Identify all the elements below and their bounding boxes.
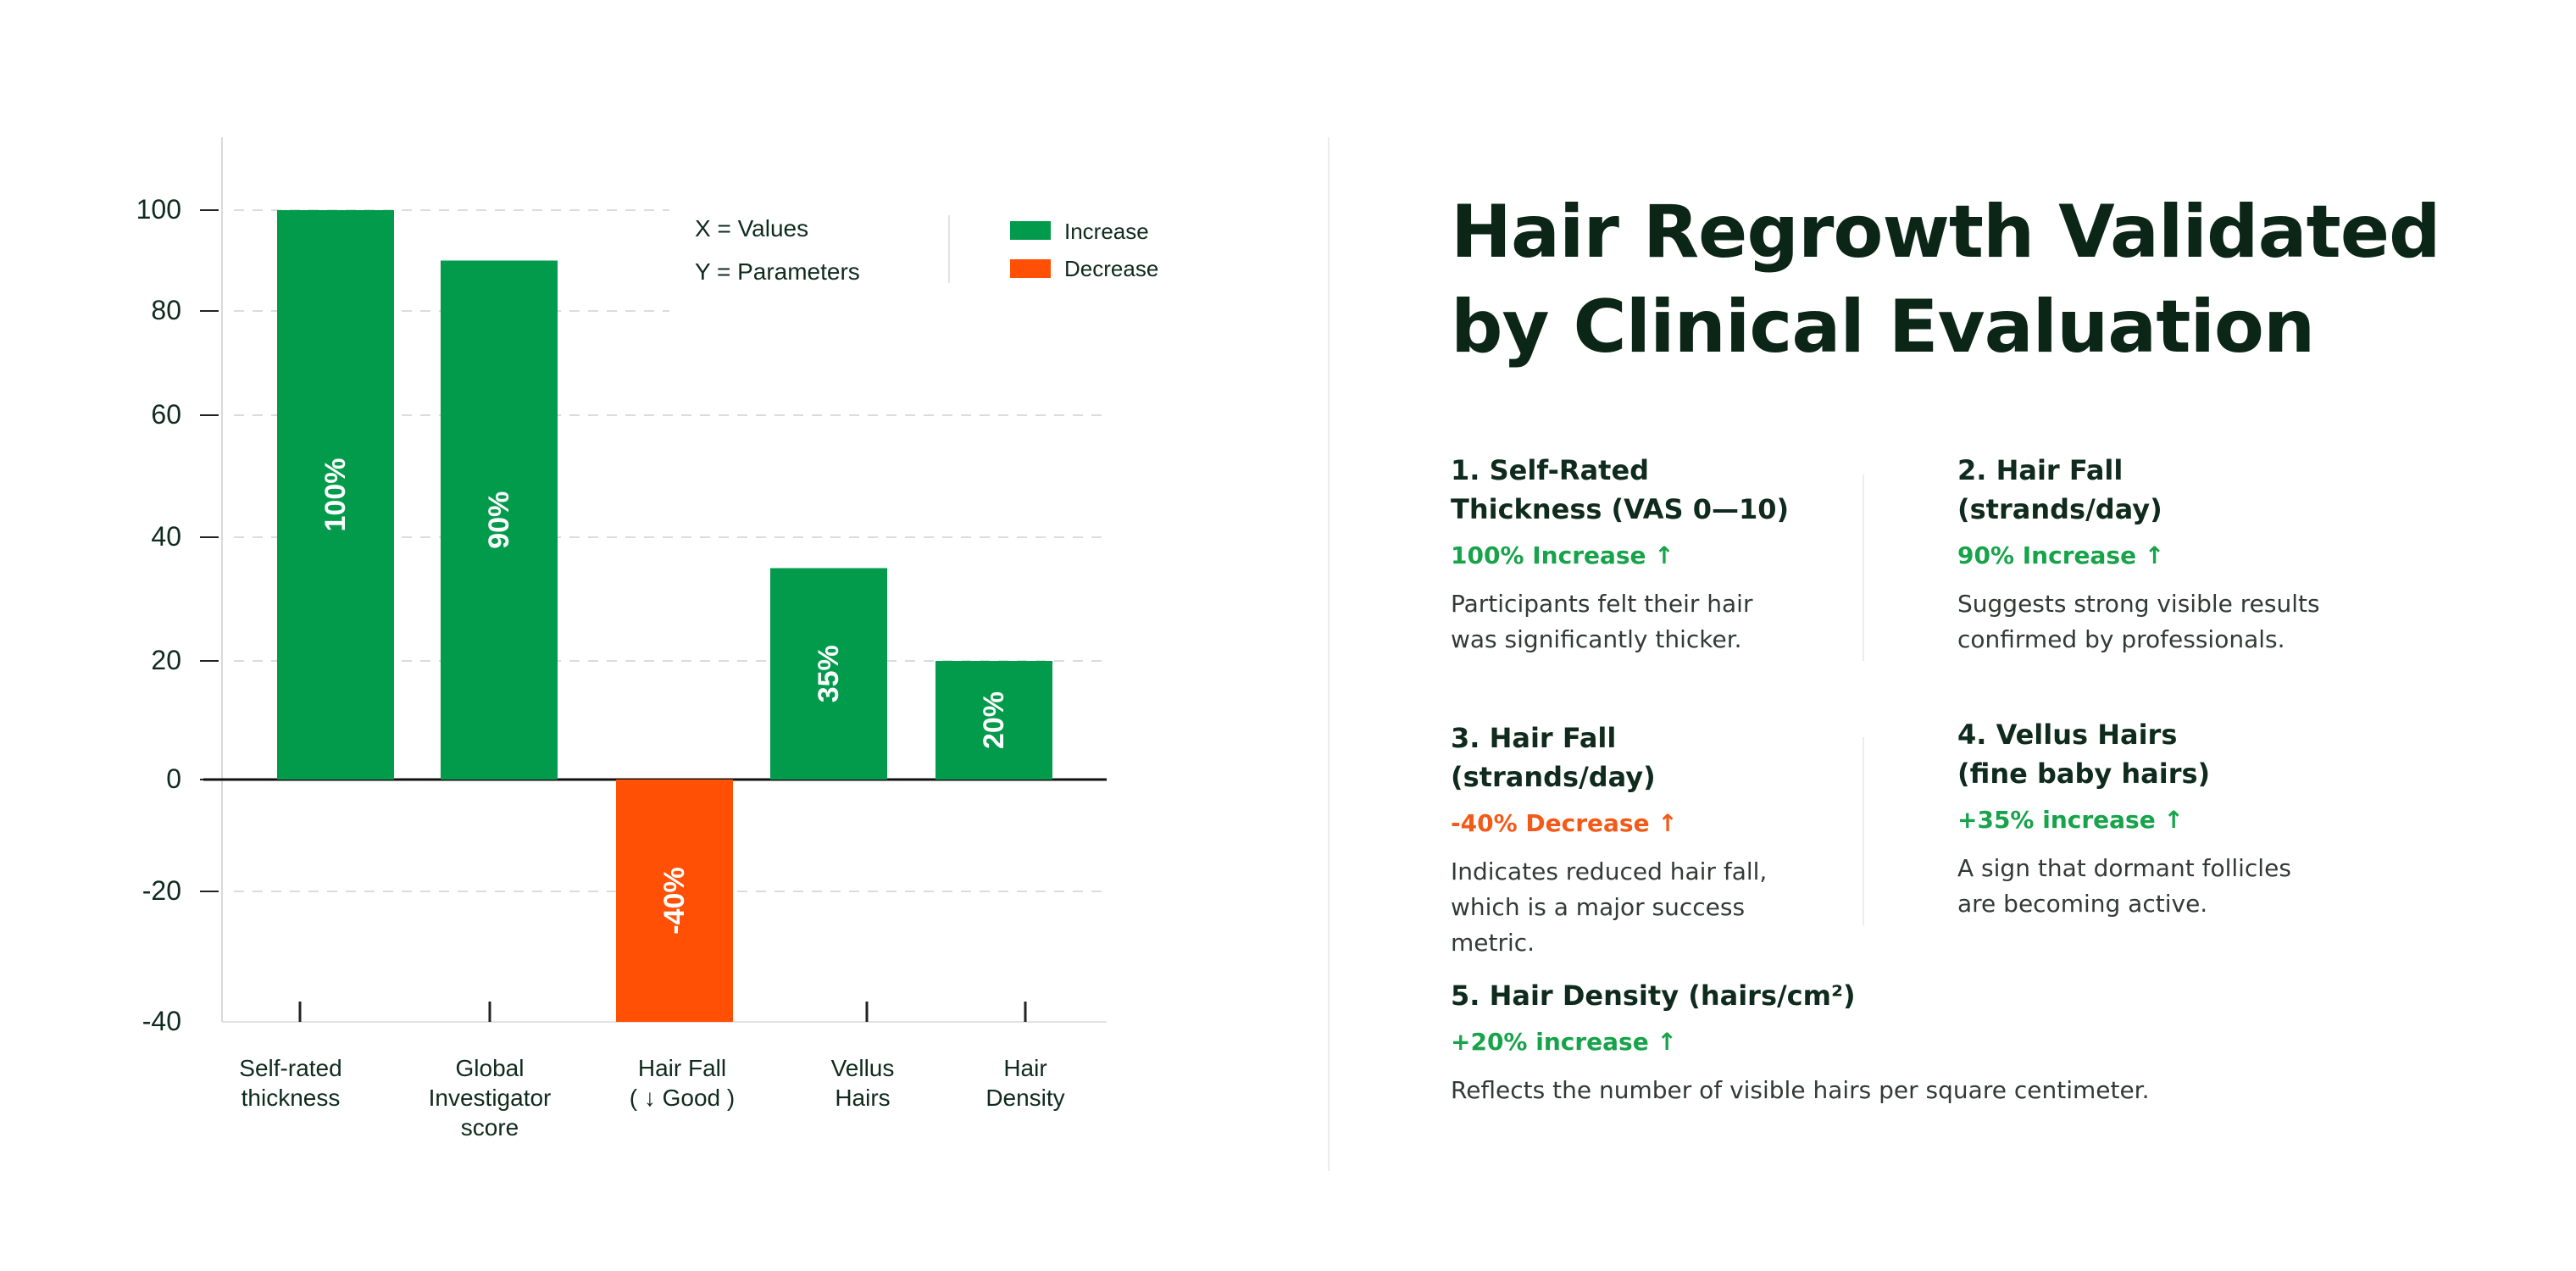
legend-label-increase: Increase <box>1064 219 1149 244</box>
bar-3 <box>616 780 733 1022</box>
metric-description-line: which is a major success metric. <box>1451 893 1746 957</box>
x-category-label-line: Hairs <box>835 1085 890 1111</box>
metric-item-3: 3. Hair Fall (strands/day) -40% Decrease… <box>1451 719 1925 961</box>
y-tick-label: 80 <box>151 295 181 325</box>
bar-value-label: -40% <box>658 867 691 934</box>
metric-description: Indicates reduced hair fall, which is a … <box>1451 854 1824 961</box>
x-category-label-line: Hair Fall <box>638 1055 726 1081</box>
x-category-label-line: Self-rated <box>239 1055 341 1081</box>
metric-description-line: are becoming active. <box>1957 890 2208 918</box>
metric-title: 2. Hair Fall (strands/day) <box>1957 451 2432 529</box>
page-title: Hair Regrowth Validated by Clinical Eval… <box>1451 185 2468 375</box>
metric-item-2: 2. Hair Fall (strands/day) 90% Increase … <box>1957 451 2432 658</box>
x-category-label-line: Vellus <box>831 1055 895 1081</box>
chart-legend: X = Values Y = Parameters Increase Decre… <box>695 215 1158 285</box>
metric-stat: -40% Decrease ↑ <box>1451 809 1678 837</box>
x-category-label: Global Investigator score <box>429 1055 552 1141</box>
metric-description-line: Participants felt their hair <box>1451 590 1753 618</box>
bar-value-label: 35% <box>813 645 845 702</box>
legend-label-decrease: Decrease <box>1064 256 1158 281</box>
metric-description-line: Suggests strong visible results <box>1957 590 2320 618</box>
metric-description-line: Indicates reduced hair fall, <box>1451 858 1768 885</box>
y-tick-label: 100 <box>136 194 181 225</box>
x-category-label-line: Hair <box>1003 1055 1046 1081</box>
metric-stat: +35% increase ↑ <box>1957 806 2184 834</box>
metric-title-line: 2. Hair Fall <box>1957 454 2124 486</box>
metric-description: Reflects the number of visible hairs per… <box>1451 1076 2150 1104</box>
column-divider <box>1863 475 1864 661</box>
column-divider <box>1863 737 1864 925</box>
x-category-label: Hair Density <box>985 1055 1064 1111</box>
metric-description: Participants felt their hair was signifi… <box>1451 586 1824 658</box>
metric-item-5: 5. Hair Density (hairs/cm²) +20% increas… <box>1451 976 2298 1108</box>
bar-value-label: 90% <box>483 491 515 549</box>
title-line-2: by Clinical Evaluation <box>1451 285 2315 369</box>
title-line-1: Hair Regrowth Validated <box>1451 190 2441 275</box>
metric-title: 3. Hair Fall (strands/day) <box>1451 719 1925 796</box>
metric-item-1: 1. Self-Rated Thickness (VAS 0—10) 100% … <box>1451 451 1925 658</box>
metric-title-line: 1. Self-Rated <box>1451 454 1650 486</box>
bars <box>277 210 1052 1022</box>
legend-swatch-increase <box>1010 221 1051 240</box>
x-category-label-line: Global <box>456 1055 525 1081</box>
metric-description: A sign that dormant follicles are becomi… <box>1957 851 2330 922</box>
x-category-label: Vellus Hairs <box>831 1055 895 1111</box>
y-tick-label: 0 <box>166 763 181 794</box>
metric-description-line: A sign that dormant follicles <box>1957 854 2291 882</box>
metric-title: 4. Vellus Hairs (fine baby hairs) <box>1957 715 2432 793</box>
metric-title: 1. Self-Rated Thickness (VAS 0—10) <box>1451 451 1925 529</box>
metric-description-line: confirmed by professionals. <box>1957 625 2285 653</box>
y-tick-label: -20 <box>142 875 181 906</box>
bar-4 <box>770 568 887 780</box>
metric-description: Suggests strong visible results confirme… <box>1957 586 2330 658</box>
metric-title-line: 4. Vellus Hairs <box>1957 719 2178 751</box>
metric-title-line: Thickness (VAS 0—10) <box>1451 493 1790 525</box>
x-category-label-line: score <box>461 1114 519 1141</box>
legend-swatch-decrease <box>1010 259 1051 278</box>
labels: 100 80 60 40 20 0 -20 -40 100% 90% -40% 35% 20% Self-… <box>136 194 1065 1141</box>
bar-value-label: 20% <box>978 691 1010 749</box>
metric-stat: 90% Increase ↑ <box>1957 541 2165 569</box>
metric-stat: +20% increase ↑ <box>1451 1028 1677 1056</box>
x-category-label: Hair Fall ( ↓ Good ) <box>630 1055 735 1111</box>
metric-stat: 100% Increase ↑ <box>1451 541 1674 569</box>
metric-item-4: 4. Vellus Hairs (fine baby hairs) +35% i… <box>1957 715 2432 922</box>
x-category-label-line: ( ↓ Good ) <box>630 1085 735 1111</box>
section-divider <box>1328 137 1330 1171</box>
bar-chart: 100 80 60 40 20 0 -20 -40 100% 90% -40% 35% 20% Self-… <box>136 137 1158 1141</box>
metric-description-line: was significantly thicker. <box>1451 625 1742 653</box>
x-category-label: Self-rated thickness <box>239 1055 341 1111</box>
metric-title-line: (strands/day) <box>1957 493 2162 525</box>
metric-title-line: 3. Hair Fall <box>1451 722 1617 754</box>
bar-2 <box>441 260 558 780</box>
y-tick-label: -40 <box>142 1006 181 1036</box>
x-category-label-line: thickness <box>242 1085 341 1111</box>
metric-title-line: (fine baby hairs) <box>1957 758 2211 790</box>
x-category-label-line: Investigator <box>429 1085 552 1111</box>
metric-title: 5. Hair Density (hairs/cm²) <box>1451 980 1856 1012</box>
axis-note-x: X = Values <box>695 215 808 241</box>
y-tick-label: 40 <box>151 521 181 552</box>
metric-title-line: (strands/day) <box>1451 761 1656 793</box>
y-tick-label: 60 <box>151 399 181 430</box>
bar-5 <box>935 661 1052 780</box>
y-tick-label: 20 <box>151 645 181 675</box>
axis-note-y: Y = Parameters <box>695 258 860 285</box>
x-category-label-line: Density <box>985 1085 1064 1111</box>
bar-1 <box>277 210 394 780</box>
bar-value-label: 100% <box>319 458 352 532</box>
